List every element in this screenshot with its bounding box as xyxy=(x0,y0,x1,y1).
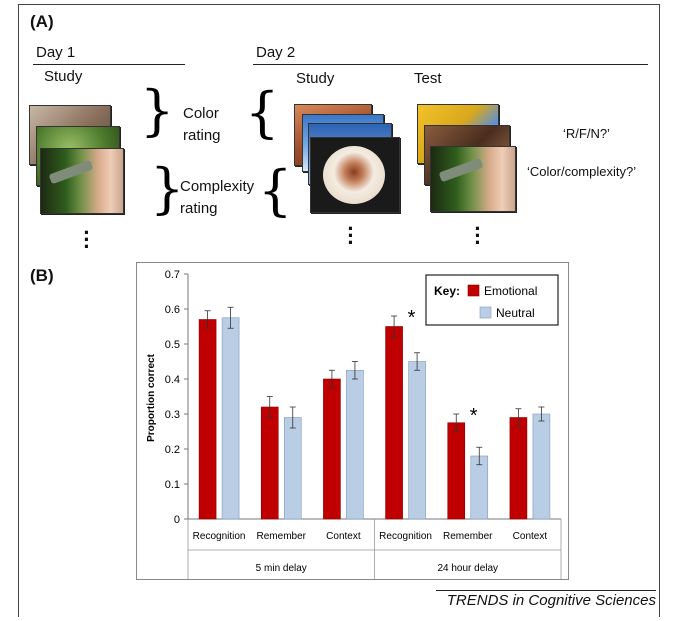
color-right-brace-icon: { xyxy=(245,81,280,144)
y-axis-label: Proportion correct xyxy=(146,353,157,441)
x-tick-label: Recognition xyxy=(379,531,432,542)
bar-emotional xyxy=(198,319,217,520)
bar-emotional xyxy=(260,406,279,520)
bar-neutral xyxy=(532,413,551,520)
significance-asterisk: * xyxy=(408,307,416,329)
legend-swatch-emotional xyxy=(467,284,480,297)
legend-swatch-neutral xyxy=(479,306,492,319)
day2-study-photo-4 xyxy=(310,137,400,213)
y-tick-label: 0.5 xyxy=(165,339,180,351)
y-tick-label: 0.1 xyxy=(165,479,180,491)
legend-box xyxy=(425,274,559,326)
lizard-shape xyxy=(48,159,94,185)
bar-emotional xyxy=(447,422,466,520)
bar-neutral xyxy=(283,417,302,520)
day2-test-more-dots: · · · xyxy=(474,216,482,255)
y-tick-label: 0.4 xyxy=(165,374,180,386)
x-tick-label: Remember xyxy=(257,531,307,542)
y-tick-label: 0.2 xyxy=(165,444,180,456)
x-group-label: 5 min delay xyxy=(256,563,307,574)
bars: ** xyxy=(198,306,551,520)
lizard-shape xyxy=(438,157,484,183)
complexity-rating-line1: Complexity xyxy=(180,178,255,195)
legend-title: Key: xyxy=(434,284,460,298)
journal-footer: TRENDS in Cognitive Sciences xyxy=(446,592,656,609)
panel-a-label: (A) xyxy=(30,12,54,31)
x-group-label: 24 hour delay xyxy=(437,563,498,574)
legend-label-emotional: Emotional xyxy=(484,284,537,298)
bar-neutral xyxy=(470,455,489,520)
day1-title: Day 1 xyxy=(36,44,76,61)
color-rating-line1: Color xyxy=(183,105,219,122)
complexity-right-brace-icon: { xyxy=(258,159,293,222)
question-color-complexity: ‘Color/complexity?’ xyxy=(527,164,637,179)
x-tick-label: Remember xyxy=(443,531,493,542)
complexity-rating-line2: rating xyxy=(180,200,218,217)
question-rfn: ‘R/F/N?’ xyxy=(563,126,610,141)
day2-test-photo-3 xyxy=(430,146,516,212)
day2-study-label: Study xyxy=(296,70,335,87)
x-tick-label: Context xyxy=(326,531,361,542)
y-tick-label: 0.7 xyxy=(165,269,180,281)
x-category-labels: Recognition Remember Context Recognition Rem… xyxy=(193,531,548,542)
y-tick-label: 0.6 xyxy=(165,304,180,316)
bar-neutral xyxy=(346,369,364,520)
bar-emotional xyxy=(509,417,528,520)
y-ticks: 0 0.1 0.2 0.3 0.4 0.5 0.6 0.7 xyxy=(165,269,188,526)
day1-study-label: Study xyxy=(44,68,83,85)
complexity-left-brace-icon: } xyxy=(150,157,185,220)
bar-emotional xyxy=(323,378,341,520)
bar-neutral xyxy=(221,317,240,520)
legend-label-neutral: Neutral xyxy=(496,306,535,320)
y-tick-label: 0.3 xyxy=(165,409,180,421)
significance-asterisk: * xyxy=(470,405,478,427)
x-tick-label: Recognition xyxy=(193,531,246,542)
day1-rule xyxy=(33,64,185,65)
color-left-brace-icon: } xyxy=(140,79,175,142)
figure-frame xyxy=(18,4,660,617)
day1-more-dots: · · · xyxy=(83,220,91,259)
day2-rule xyxy=(253,64,648,65)
footer-rule xyxy=(436,590,656,591)
day2-test-label: Test xyxy=(414,70,442,87)
color-rating-line2: rating xyxy=(183,127,221,144)
y-tick-label: 0 xyxy=(174,514,180,526)
bar-chart: 0 0.1 0.2 0.3 0.4 0.5 0.6 0.7 Proportion correc… xyxy=(136,262,569,580)
day2-study-more-dots: · · · xyxy=(347,216,355,255)
day1-stimulus-photo-3 xyxy=(40,148,124,214)
x-tick-label: Context xyxy=(513,531,548,542)
bar-neutral xyxy=(408,361,426,520)
fruit-shape xyxy=(323,146,385,204)
x-group-labels: 5 min delay 24 hour delay xyxy=(187,519,562,579)
bar-emotional xyxy=(385,326,403,520)
legend: Key: Emotional Neutral xyxy=(425,274,559,326)
panel-b-label: (B) xyxy=(30,266,54,285)
day2-title: Day 2 xyxy=(256,44,296,61)
